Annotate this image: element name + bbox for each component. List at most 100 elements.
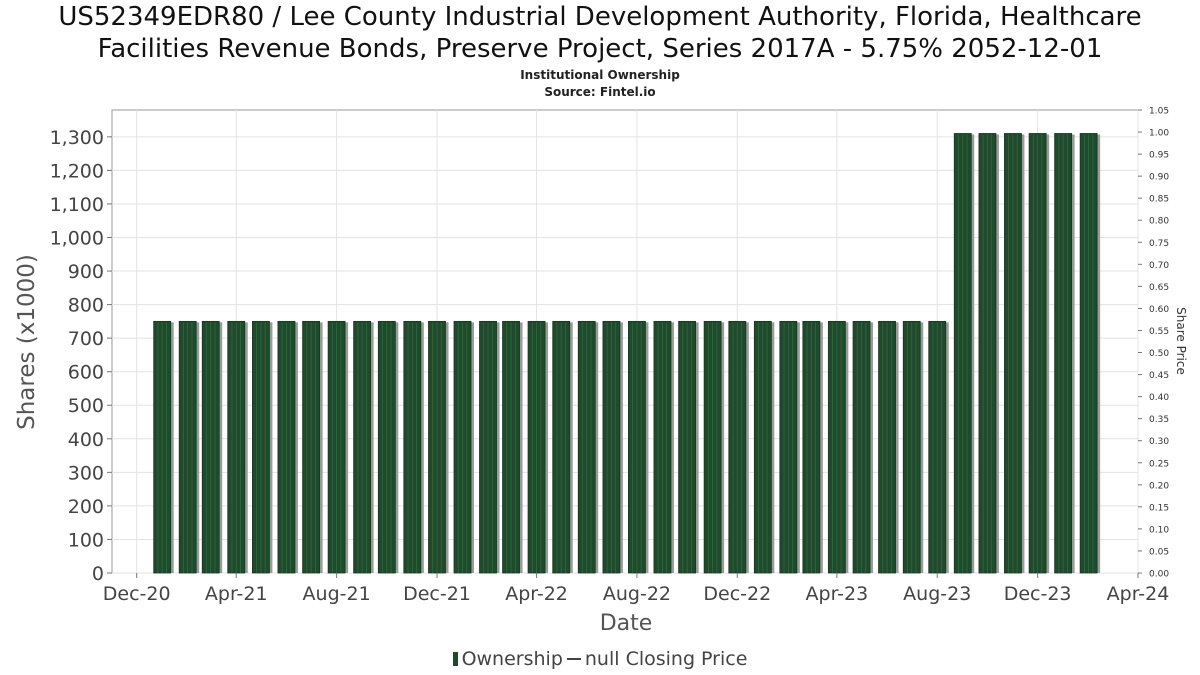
y-tick-label: 1,100 [50,194,104,216]
x-tick-label: Aug-22 [603,583,671,605]
y2-tick-label: 0.80 [1149,217,1169,227]
x-tick-label: Apr-23 [806,583,869,605]
y2-tick-label: 0.05 [1149,547,1169,557]
y-tick-label: 900 [68,261,104,283]
y2-tick-label: 0.35 [1149,415,1169,425]
ownership-bar [377,320,399,574]
x-tick-label: Dec-21 [403,583,471,605]
ownership-bar [978,133,999,574]
ownership-bar [852,320,874,574]
y2-tick-label: 0.45 [1149,371,1169,381]
chart-subtitle: Institutional Ownership [520,68,680,82]
y2-tick-label: 0.40 [1149,393,1169,403]
ownership-bar [252,320,273,574]
ownership-bar [453,320,475,574]
ownership-bar [302,320,323,574]
y-tick-label: 100 [68,529,104,551]
ownership-bar [502,320,523,574]
ownership-bar [1004,133,1025,574]
y2-tick-label: 0.60 [1149,305,1169,315]
ownership-bar [728,320,749,574]
ownership-bar [802,320,823,574]
y2-tick-label: 1.05 [1149,107,1169,117]
ownership-bar [577,320,599,574]
ownership-bar [902,320,924,574]
y-tick-label: 400 [68,429,104,451]
ownership-bar [753,320,775,574]
ownership-bar [178,320,200,574]
x-axis: Dec-20 Apr-21 Aug-21 Dec-21 Apr-22 Aug-22 Dec-… [103,573,1170,605]
ownership-bar [1028,133,1050,574]
legend-ownership-swatch [452,652,458,666]
chart-legend: Ownership null Closing Price [0,648,1200,670]
y2-tick-label: 0.65 [1149,283,1169,293]
ownership-bar [953,133,975,574]
x-axis-label: Date [600,611,653,636]
chart-title-line-1: US52349EDR80 / Lee County Industrial Dev… [58,2,1142,32]
y2-tick-label: 0.90 [1149,173,1169,183]
y2-tick-label: 0.10 [1149,525,1169,535]
y-tick-label: 500 [68,395,104,417]
legend-closing-price-swatch [566,658,581,660]
y2-axis-label: Share Price [1174,307,1188,375]
ownership-bar [552,320,573,574]
ownership-bar [353,320,374,574]
ownership-bar [527,320,549,574]
y2-tick-label: 0.30 [1149,437,1169,447]
y2-tick-label: 0.55 [1149,327,1169,337]
y-tick-label: 0 [92,563,104,585]
y-tick-label: 300 [68,462,104,484]
y-tick-label: 700 [68,328,104,350]
ownership-bar [403,320,424,574]
x-tick-label: Dec-20 [103,583,171,605]
ownership-bar [277,320,298,574]
x-tick-label: Dec-22 [703,583,771,605]
y-tick-label: 800 [68,295,104,317]
y2-tick-label: 0.75 [1149,239,1169,249]
legend-ownership-label: Ownership [461,648,563,670]
legend-closing-price-label: null Closing Price [584,648,748,670]
y-tick-label: 600 [68,362,104,384]
y2-tick-label: 0.70 [1149,261,1169,271]
y2-tick-label: 0.20 [1149,481,1169,491]
ownership-bar [653,320,674,574]
ownership-bar [327,320,349,574]
y2-tick-label: 1.00 [1149,129,1169,139]
y-tick-label: 200 [68,496,104,518]
ownership-bar [878,320,899,574]
ownership-bar [1079,133,1101,574]
ownership-bar [678,320,699,574]
y-tick-label: 1,300 [50,127,104,149]
x-tick-label: Apr-22 [505,583,568,605]
y-tick-label: 1,000 [50,227,104,249]
ownership-bar [703,320,725,574]
chart-title-line-2: Facilities Revenue Bonds, Preserve Proje… [97,34,1103,64]
y2-axis: 0.00 0.05 0.10 0.15 0.20 0.25 0.30 0.35 0.40 0.45… [1138,107,1169,580]
y2-tick-label: 0.15 [1149,503,1169,513]
y2-tick-label: 0.95 [1149,151,1169,161]
y-axis: 0 100 200 300 400 500 600 700 800 900 1,000 1,100 1,… [50,127,112,585]
ownership-bar [602,320,623,574]
y2-tick-label: 0.00 [1149,570,1169,580]
y2-tick-label: 0.85 [1149,195,1169,205]
ownership-bar [628,320,649,574]
x-tick-label: Apr-24 [1107,583,1170,605]
ownership-bar [827,320,849,574]
ownership-bar [428,320,449,574]
x-tick-label: Apr-21 [205,583,268,605]
y-tick-label: 1,200 [50,160,104,182]
x-tick-label: Aug-21 [303,583,371,605]
chart-source: Source: Fintel.io [544,85,656,99]
ownership-bars [153,133,1101,574]
y2-tick-label: 0.25 [1149,459,1169,469]
x-tick-label: Aug-23 [903,583,971,605]
ownership-bar [479,320,500,574]
ownership-bar [928,320,949,574]
ownership-bar [227,320,248,574]
y2-tick-label: 0.50 [1149,349,1169,359]
ownership-bar [779,320,800,574]
x-tick-label: Dec-23 [1004,583,1072,605]
y-axis-label: Shares (x1000) [14,254,40,430]
ownership-bar [201,320,223,574]
